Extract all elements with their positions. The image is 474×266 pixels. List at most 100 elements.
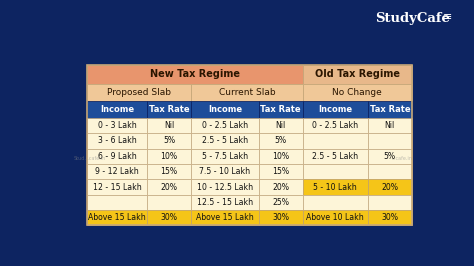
Text: 10%: 10% bbox=[161, 152, 178, 161]
Text: Proposed Slab: Proposed Slab bbox=[107, 88, 171, 97]
Bar bbox=[87, 84, 191, 101]
Text: 5%: 5% bbox=[274, 136, 287, 145]
Bar bbox=[87, 179, 147, 195]
Text: 5%: 5% bbox=[163, 136, 175, 145]
Bar bbox=[368, 101, 412, 118]
Text: 25%: 25% bbox=[272, 198, 289, 207]
Text: 12.5 - 15 Lakh: 12.5 - 15 Lakh bbox=[197, 198, 253, 207]
Bar bbox=[368, 195, 412, 210]
Bar bbox=[147, 148, 191, 164]
Bar bbox=[87, 164, 147, 179]
Bar bbox=[259, 101, 303, 118]
Text: 30%: 30% bbox=[381, 213, 398, 222]
Bar bbox=[259, 133, 303, 148]
Bar bbox=[191, 210, 259, 226]
Bar bbox=[303, 210, 368, 226]
Bar bbox=[147, 133, 191, 148]
Text: ≡: ≡ bbox=[443, 12, 453, 22]
Bar bbox=[191, 164, 259, 179]
Text: 10%: 10% bbox=[272, 152, 289, 161]
Bar bbox=[303, 164, 368, 179]
Text: Above 15 Lakh: Above 15 Lakh bbox=[88, 213, 146, 222]
Bar bbox=[147, 164, 191, 179]
Bar bbox=[191, 101, 259, 118]
Text: Income: Income bbox=[100, 105, 134, 114]
Text: 0 - 2.5 Lakh: 0 - 2.5 Lakh bbox=[312, 121, 358, 130]
Text: 15%: 15% bbox=[161, 167, 178, 176]
Bar bbox=[147, 195, 191, 210]
Bar bbox=[303, 133, 368, 148]
Bar bbox=[259, 164, 303, 179]
Text: Income: Income bbox=[318, 105, 352, 114]
Text: Tax Rate: Tax Rate bbox=[149, 105, 190, 114]
Bar bbox=[87, 210, 147, 226]
Bar bbox=[368, 118, 412, 133]
Bar bbox=[87, 148, 147, 164]
Text: 9 - 12 Lakh: 9 - 12 Lakh bbox=[95, 167, 139, 176]
Bar bbox=[368, 148, 412, 164]
Bar bbox=[191, 133, 259, 148]
Text: 5%: 5% bbox=[384, 152, 396, 161]
Text: Current Slab: Current Slab bbox=[219, 88, 275, 97]
Text: Nil: Nil bbox=[385, 121, 395, 130]
Text: 12 - 15 Lakh: 12 - 15 Lakh bbox=[92, 182, 141, 192]
Text: 0 - 2.5 Lakh: 0 - 2.5 Lakh bbox=[202, 121, 248, 130]
Text: 30%: 30% bbox=[161, 213, 178, 222]
Bar bbox=[191, 118, 259, 133]
Text: New Tax Regime: New Tax Regime bbox=[150, 69, 240, 79]
Text: 2.5 - 5 Lakh: 2.5 - 5 Lakh bbox=[312, 152, 358, 161]
Bar bbox=[191, 179, 259, 195]
Bar bbox=[259, 148, 303, 164]
Text: Stud...cafe.in: Stud...cafe.in bbox=[74, 156, 106, 161]
Bar bbox=[87, 101, 147, 118]
Bar bbox=[259, 210, 303, 226]
Text: 7.5 - 10 Lakh: 7.5 - 10 Lakh bbox=[199, 167, 250, 176]
Bar bbox=[191, 148, 259, 164]
Text: 6 - 9 Lakh: 6 - 9 Lakh bbox=[98, 152, 137, 161]
Bar bbox=[303, 101, 368, 118]
Bar bbox=[303, 195, 368, 210]
Text: Nil: Nil bbox=[164, 121, 174, 130]
Text: 5 - 10 Lakh: 5 - 10 Lakh bbox=[313, 182, 357, 192]
Text: 2.5 - 5 Lakh: 2.5 - 5 Lakh bbox=[202, 136, 248, 145]
Bar bbox=[259, 118, 303, 133]
Bar bbox=[303, 118, 368, 133]
Text: Tax Rate: Tax Rate bbox=[260, 105, 301, 114]
Bar bbox=[191, 84, 303, 101]
Text: Old Tax Regime: Old Tax Regime bbox=[315, 69, 400, 79]
Bar bbox=[368, 164, 412, 179]
Bar bbox=[303, 84, 412, 101]
Bar bbox=[259, 195, 303, 210]
Text: Above 10 Lakh: Above 10 Lakh bbox=[306, 213, 364, 222]
Text: 30%: 30% bbox=[272, 213, 289, 222]
Bar bbox=[147, 118, 191, 133]
Text: ...cafe.in: ...cafe.in bbox=[391, 156, 412, 161]
Text: 20%: 20% bbox=[381, 182, 398, 192]
Text: StudyCafe: StudyCafe bbox=[375, 12, 450, 25]
Text: 0 - 3 Lakh: 0 - 3 Lakh bbox=[98, 121, 137, 130]
Bar bbox=[368, 133, 412, 148]
Bar bbox=[87, 65, 303, 84]
Bar bbox=[191, 195, 259, 210]
Text: Income: Income bbox=[208, 105, 242, 114]
Bar bbox=[303, 148, 368, 164]
Text: 5 - 7.5 Lakh: 5 - 7.5 Lakh bbox=[202, 152, 248, 161]
Bar bbox=[147, 101, 191, 118]
Text: 15%: 15% bbox=[272, 167, 289, 176]
Bar bbox=[303, 179, 368, 195]
Text: Tax Rate: Tax Rate bbox=[370, 105, 410, 114]
Text: Nil: Nil bbox=[275, 121, 286, 130]
Bar bbox=[147, 210, 191, 226]
Bar bbox=[368, 210, 412, 226]
Text: 20%: 20% bbox=[272, 182, 289, 192]
Text: 3 - 6 Lakh: 3 - 6 Lakh bbox=[98, 136, 137, 145]
Bar bbox=[87, 118, 147, 133]
Text: 10 - 12.5 Lakh: 10 - 12.5 Lakh bbox=[197, 182, 253, 192]
Text: No Change: No Change bbox=[332, 88, 382, 97]
Bar bbox=[303, 65, 412, 84]
Text: 20%: 20% bbox=[161, 182, 178, 192]
Bar bbox=[147, 179, 191, 195]
Bar bbox=[87, 133, 147, 148]
Bar bbox=[87, 65, 412, 226]
Bar bbox=[259, 179, 303, 195]
